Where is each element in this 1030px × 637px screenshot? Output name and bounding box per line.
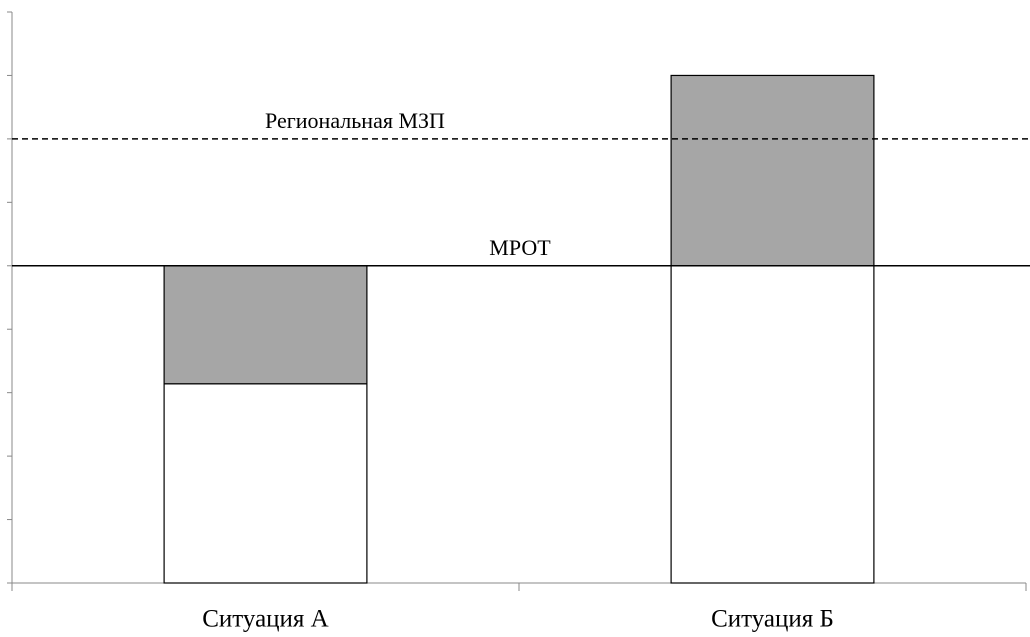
x-tick-label: Ситуация А: [202, 606, 328, 633]
reference-label: МРОТ: [489, 235, 551, 260]
bar-segment: [163, 265, 368, 385]
bar-segment: [670, 265, 875, 584]
reference-label: Региональная МЗП: [265, 108, 445, 133]
x-tick-label: Ситуация Б: [711, 606, 834, 633]
bar-segment: [163, 383, 368, 584]
bar-segment: [670, 74, 875, 267]
